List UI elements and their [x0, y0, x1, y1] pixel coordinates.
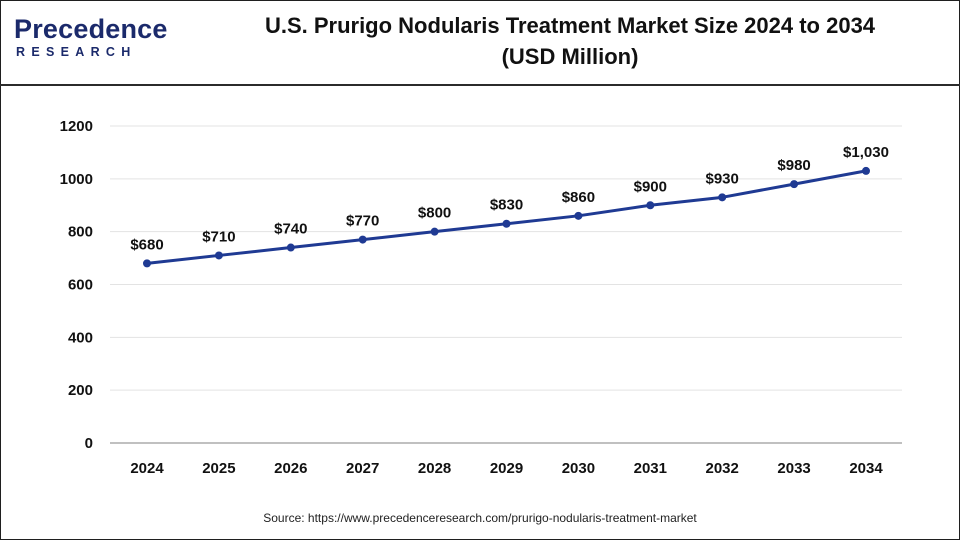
data-point: [574, 211, 583, 220]
data-label: $770: [346, 213, 379, 230]
data-label: $900: [634, 178, 667, 195]
data-point: [214, 251, 223, 260]
data-point: [790, 180, 799, 189]
x-tick-label: 2032: [706, 460, 739, 477]
data-label: $860: [562, 189, 595, 206]
data-point: [718, 193, 727, 202]
data-label: $710: [202, 228, 235, 245]
chart-title-line2: (USD Million): [501, 44, 639, 69]
data-point: [862, 166, 870, 175]
data-point: [358, 235, 367, 244]
x-tick-label: 2028: [418, 460, 451, 477]
chart-title-line1: U.S. Prurigo Nodularis Treatment Market …: [264, 13, 876, 38]
y-tick-label: 800: [68, 224, 93, 241]
y-tick-label: 1000: [60, 171, 93, 188]
data-label: $1,030: [843, 144, 889, 161]
data-point: [143, 259, 151, 268]
x-tick-label: 2029: [490, 460, 523, 477]
brand-sub: RESEARCH: [16, 45, 137, 59]
y-tick-label: 400: [68, 329, 93, 346]
x-tick-label: 2034: [849, 460, 883, 477]
x-tick-label: 2024: [130, 460, 164, 477]
data-label: $680: [130, 236, 163, 253]
brand-logo: Precedence RESEARCH: [14, 14, 167, 66]
data-point: [502, 219, 511, 228]
chart-title: U.S. Prurigo Nodularis Treatment Market …: [190, 10, 950, 72]
series-line: [146, 169, 867, 265]
x-tick-label: 2027: [346, 460, 379, 477]
y-tick-label: 200: [68, 382, 93, 399]
y-tick-label: 1200: [60, 118, 93, 135]
x-tick-label: 2026: [274, 460, 307, 477]
data-point: [646, 201, 655, 210]
brand-name: Precedence: [14, 14, 168, 44]
data-label: $830: [490, 197, 523, 214]
data-label: $800: [418, 205, 451, 222]
data-label: $740: [274, 221, 307, 238]
y-tick-label: 0: [85, 435, 93, 452]
x-tick-label: 2030: [562, 460, 595, 477]
x-tick-label: 2031: [634, 460, 667, 477]
data-point: [430, 227, 439, 236]
x-tick-label: 2025: [202, 460, 235, 477]
header: Precedence RESEARCH U.S. Prurigo Nodular…: [0, 0, 960, 86]
y-tick-label: 600: [68, 277, 93, 294]
data-label: $930: [706, 170, 739, 187]
x-tick-label: 2033: [777, 460, 810, 477]
source-note: Source: https://www.precedenceresearch.c…: [263, 511, 697, 525]
data-label: $980: [777, 157, 810, 174]
data-point: [286, 243, 295, 252]
